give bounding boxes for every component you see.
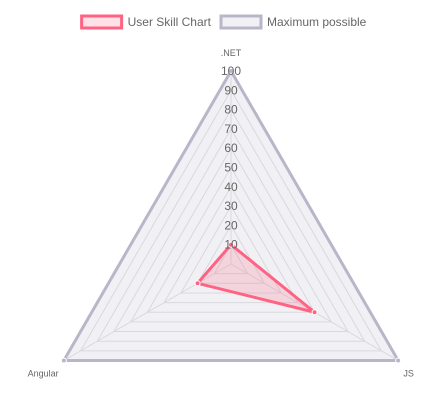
grid-ring-10 <box>213 243 249 275</box>
axis-label-js: JS <box>403 369 414 379</box>
angle-line-angular <box>63 263 232 361</box>
label-layer: .NET JS Angular <box>28 48 414 379</box>
point-user-skill-chart-angular[interactable] <box>194 280 201 287</box>
legend-label-user-skill-chart: User Skill Chart <box>128 15 212 29</box>
grid-ring-90 <box>79 89 383 352</box>
point-maximum-possible-angular[interactable] <box>60 357 67 364</box>
grid-ring-20 <box>196 224 266 284</box>
point-user-skill-chart-js[interactable] <box>311 309 318 316</box>
legend-swatch-maximum-possible <box>219 14 263 30</box>
point-user-skill-chart-net[interactable] <box>228 241 234 248</box>
axis-label-net: .NET <box>221 48 242 58</box>
grid-ring-70 <box>113 127 349 333</box>
point-maximum-possible-js[interactable] <box>395 357 402 364</box>
tick-layer: 10 20 30 40 50 60 70 80 90 100 <box>221 64 241 252</box>
tick-label-50: 50 <box>224 161 238 175</box>
grid-ring-40 <box>163 185 299 304</box>
series-maximum-possible-area <box>61 67 401 362</box>
legend: User Skill Chart Maximum possible <box>80 14 367 30</box>
tick-label-100: 100 <box>221 64 241 78</box>
legend-item-user-skill-chart[interactable]: User Skill Chart <box>80 14 212 30</box>
tick-label-10: 10 <box>224 238 238 252</box>
grid-ring-50 <box>146 166 316 313</box>
legend-label-maximum-possible: Maximum possible <box>267 15 367 29</box>
tick-label-30: 30 <box>224 199 238 213</box>
grid-ring-80 <box>96 108 366 342</box>
grid-ring-60 <box>129 147 333 323</box>
tick-label-80: 80 <box>224 103 238 117</box>
axis-label-angular: Angular <box>28 369 59 379</box>
legend-item-maximum-possible[interactable]: Maximum possible <box>219 14 367 30</box>
legend-swatch-user-skill-chart <box>80 14 124 30</box>
tick-label-20: 20 <box>224 218 238 232</box>
tick-label-70: 70 <box>224 122 238 136</box>
series-layer <box>60 67 402 364</box>
tick-label-60: 60 <box>224 141 238 155</box>
series-user-skill-chart-area <box>194 242 316 314</box>
tick-label-90: 90 <box>224 83 238 97</box>
point-maximum-possible-net[interactable] <box>228 68 234 74</box>
tick-label-40: 40 <box>224 180 238 194</box>
